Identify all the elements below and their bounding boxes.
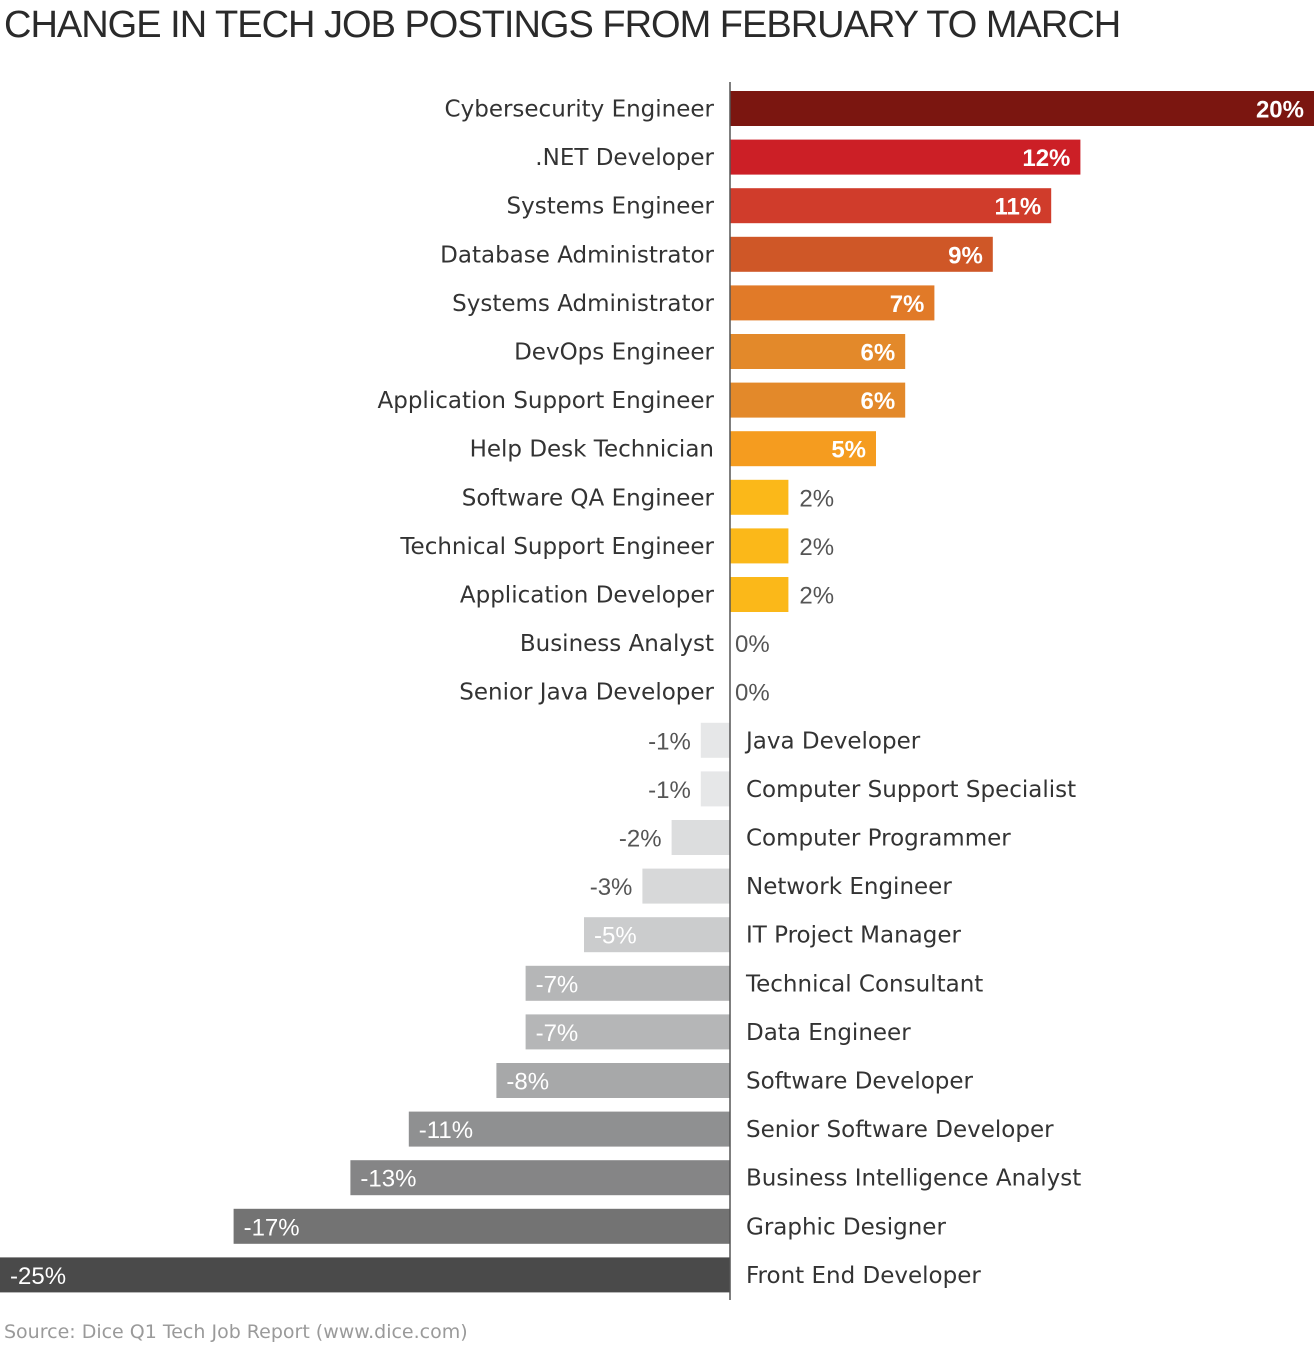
category-label-business-intelligence-analyst: Business Intelligence Analyst <box>746 1166 1081 1192</box>
bar-technical-consultant <box>525 965 730 1001</box>
value-label-systems-engineer: 11% <box>994 194 1041 221</box>
value-label-business-analyst: 0% <box>735 631 770 658</box>
bar-application-support-engineer <box>730 382 906 418</box>
value-label-devops-engineer: 6% <box>861 340 896 367</box>
category-label-technical-support-engineer: Technical Support Engineer <box>399 534 714 560</box>
category-label-business-analyst: Business Analyst <box>520 631 714 657</box>
bar-front-end-developer <box>0 1257 730 1293</box>
value-label-software-qa-engineer: 2% <box>799 485 834 512</box>
bar-systems-administrator <box>730 285 935 321</box>
bar-cybersecurity-engineer <box>730 91 1314 126</box>
bar-application-developer <box>730 577 789 612</box>
value-label-computer-support-specialist: -1% <box>648 777 691 804</box>
value-label-front-end-developer: -25% <box>10 1263 66 1290</box>
value-label-network-engineer: -3% <box>590 874 633 901</box>
value-label-database-administrator: 9% <box>948 242 983 269</box>
category-label-front-end-developer: Front End Developer <box>746 1263 981 1289</box>
bar-systems-engineer <box>730 188 1052 224</box>
bar-business-intelligence-analyst <box>350 1160 730 1196</box>
category-label-data-engineer: Data Engineer <box>746 1020 911 1046</box>
bar-software-qa-engineer <box>730 479 789 515</box>
category-label-devops-engineer: DevOps Engineer <box>514 340 714 366</box>
value-label-senior-java-developer: 0% <box>735 680 770 707</box>
chart-title: CHANGE IN TECH JOB POSTINGS FROM FEBRUAR… <box>4 4 1121 46</box>
category-label-cybersecurity-engineer: Cybersecurity Engineer <box>445 97 715 123</box>
bar-devops-engineer <box>730 334 906 369</box>
value-label-application-support-engineer: 6% <box>861 388 896 415</box>
category-label-application-support-engineer: Application Support Engineer <box>378 388 715 414</box>
bar-technical-support-engineer <box>730 528 789 564</box>
bar-computer-support-specialist <box>700 771 730 807</box>
value-label-application-developer: 2% <box>799 583 834 610</box>
value-label-graphic-designer: -17% <box>244 1214 300 1241</box>
category-label-it-project-manager: IT Project Manager <box>746 923 962 949</box>
value-label-technical-consultant: -7% <box>536 971 579 998</box>
value-label-data-engineer: -7% <box>536 1020 579 1047</box>
bar-database-administrator <box>730 236 993 272</box>
value-label-business-intelligence-analyst: -13% <box>360 1166 416 1193</box>
value-label-software-developer: -8% <box>506 1069 549 1096</box>
category-label-senior-java-developer: Senior Java Developer <box>459 680 714 706</box>
value-label-senior-software-developer: -11% <box>419 1117 473 1144</box>
value-label-help-desk-technician: 5% <box>831 437 866 464</box>
bar-data-engineer <box>525 1014 730 1050</box>
category-label-software-qa-engineer: Software QA Engineer <box>462 485 715 511</box>
bar-it-project-manager <box>584 917 730 953</box>
category-label-java-developer: Java Developer <box>744 728 921 754</box>
category-label-computer-programmer: Computer Programmer <box>746 826 1011 852</box>
value-label-systems-administrator: 7% <box>890 291 925 318</box>
bar-computer-programmer <box>671 820 730 855</box>
category-label-senior-software-developer: Senior Software Developer <box>746 1117 1054 1143</box>
category-label-systems-engineer: Systems Engineer <box>507 194 715 220</box>
bar-senior-software-developer <box>408 1111 730 1147</box>
value-label-it-project-manager: -5% <box>594 923 637 950</box>
value-label-net-developer: 12% <box>1022 145 1070 172</box>
value-label-technical-support-engineer: 2% <box>799 534 834 561</box>
value-label-java-developer: -1% <box>648 728 691 755</box>
category-label-systems-administrator: Systems Administrator <box>452 291 714 317</box>
bar-graphic-designer <box>233 1208 730 1244</box>
category-label-database-administrator: Database Administrator <box>440 242 714 268</box>
bar-net-developer <box>730 139 1081 175</box>
source-note: Source: Dice Q1 Tech Job Report (www.dic… <box>4 1321 468 1343</box>
category-label-network-engineer: Network Engineer <box>746 874 952 900</box>
bar-network-engineer <box>642 868 730 904</box>
category-label-technical-consultant: Technical Consultant <box>745 971 983 997</box>
bar-java-developer <box>700 722 730 758</box>
bar-help-desk-technician <box>730 431 876 467</box>
category-label-graphic-designer: Graphic Designer <box>746 1214 946 1240</box>
category-label-computer-support-specialist: Computer Support Specialist <box>746 777 1076 803</box>
category-label-software-developer: Software Developer <box>746 1069 974 1095</box>
bar-software-developer <box>496 1063 730 1098</box>
category-label-net-developer: .NET Developer <box>535 145 714 171</box>
category-label-help-desk-technician: Help Desk Technician <box>470 437 714 463</box>
value-label-computer-programmer: -2% <box>619 826 662 853</box>
category-label-application-developer: Application Developer <box>460 583 715 609</box>
value-label-cybersecurity-engineer: 20% <box>1256 97 1304 124</box>
